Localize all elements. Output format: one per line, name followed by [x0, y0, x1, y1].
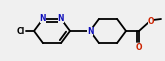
Text: O: O	[148, 16, 154, 25]
Text: N: N	[87, 26, 93, 36]
Text: N: N	[40, 14, 46, 23]
Text: O: O	[136, 43, 142, 51]
Text: Cl: Cl	[17, 26, 25, 36]
Text: N: N	[58, 14, 64, 23]
